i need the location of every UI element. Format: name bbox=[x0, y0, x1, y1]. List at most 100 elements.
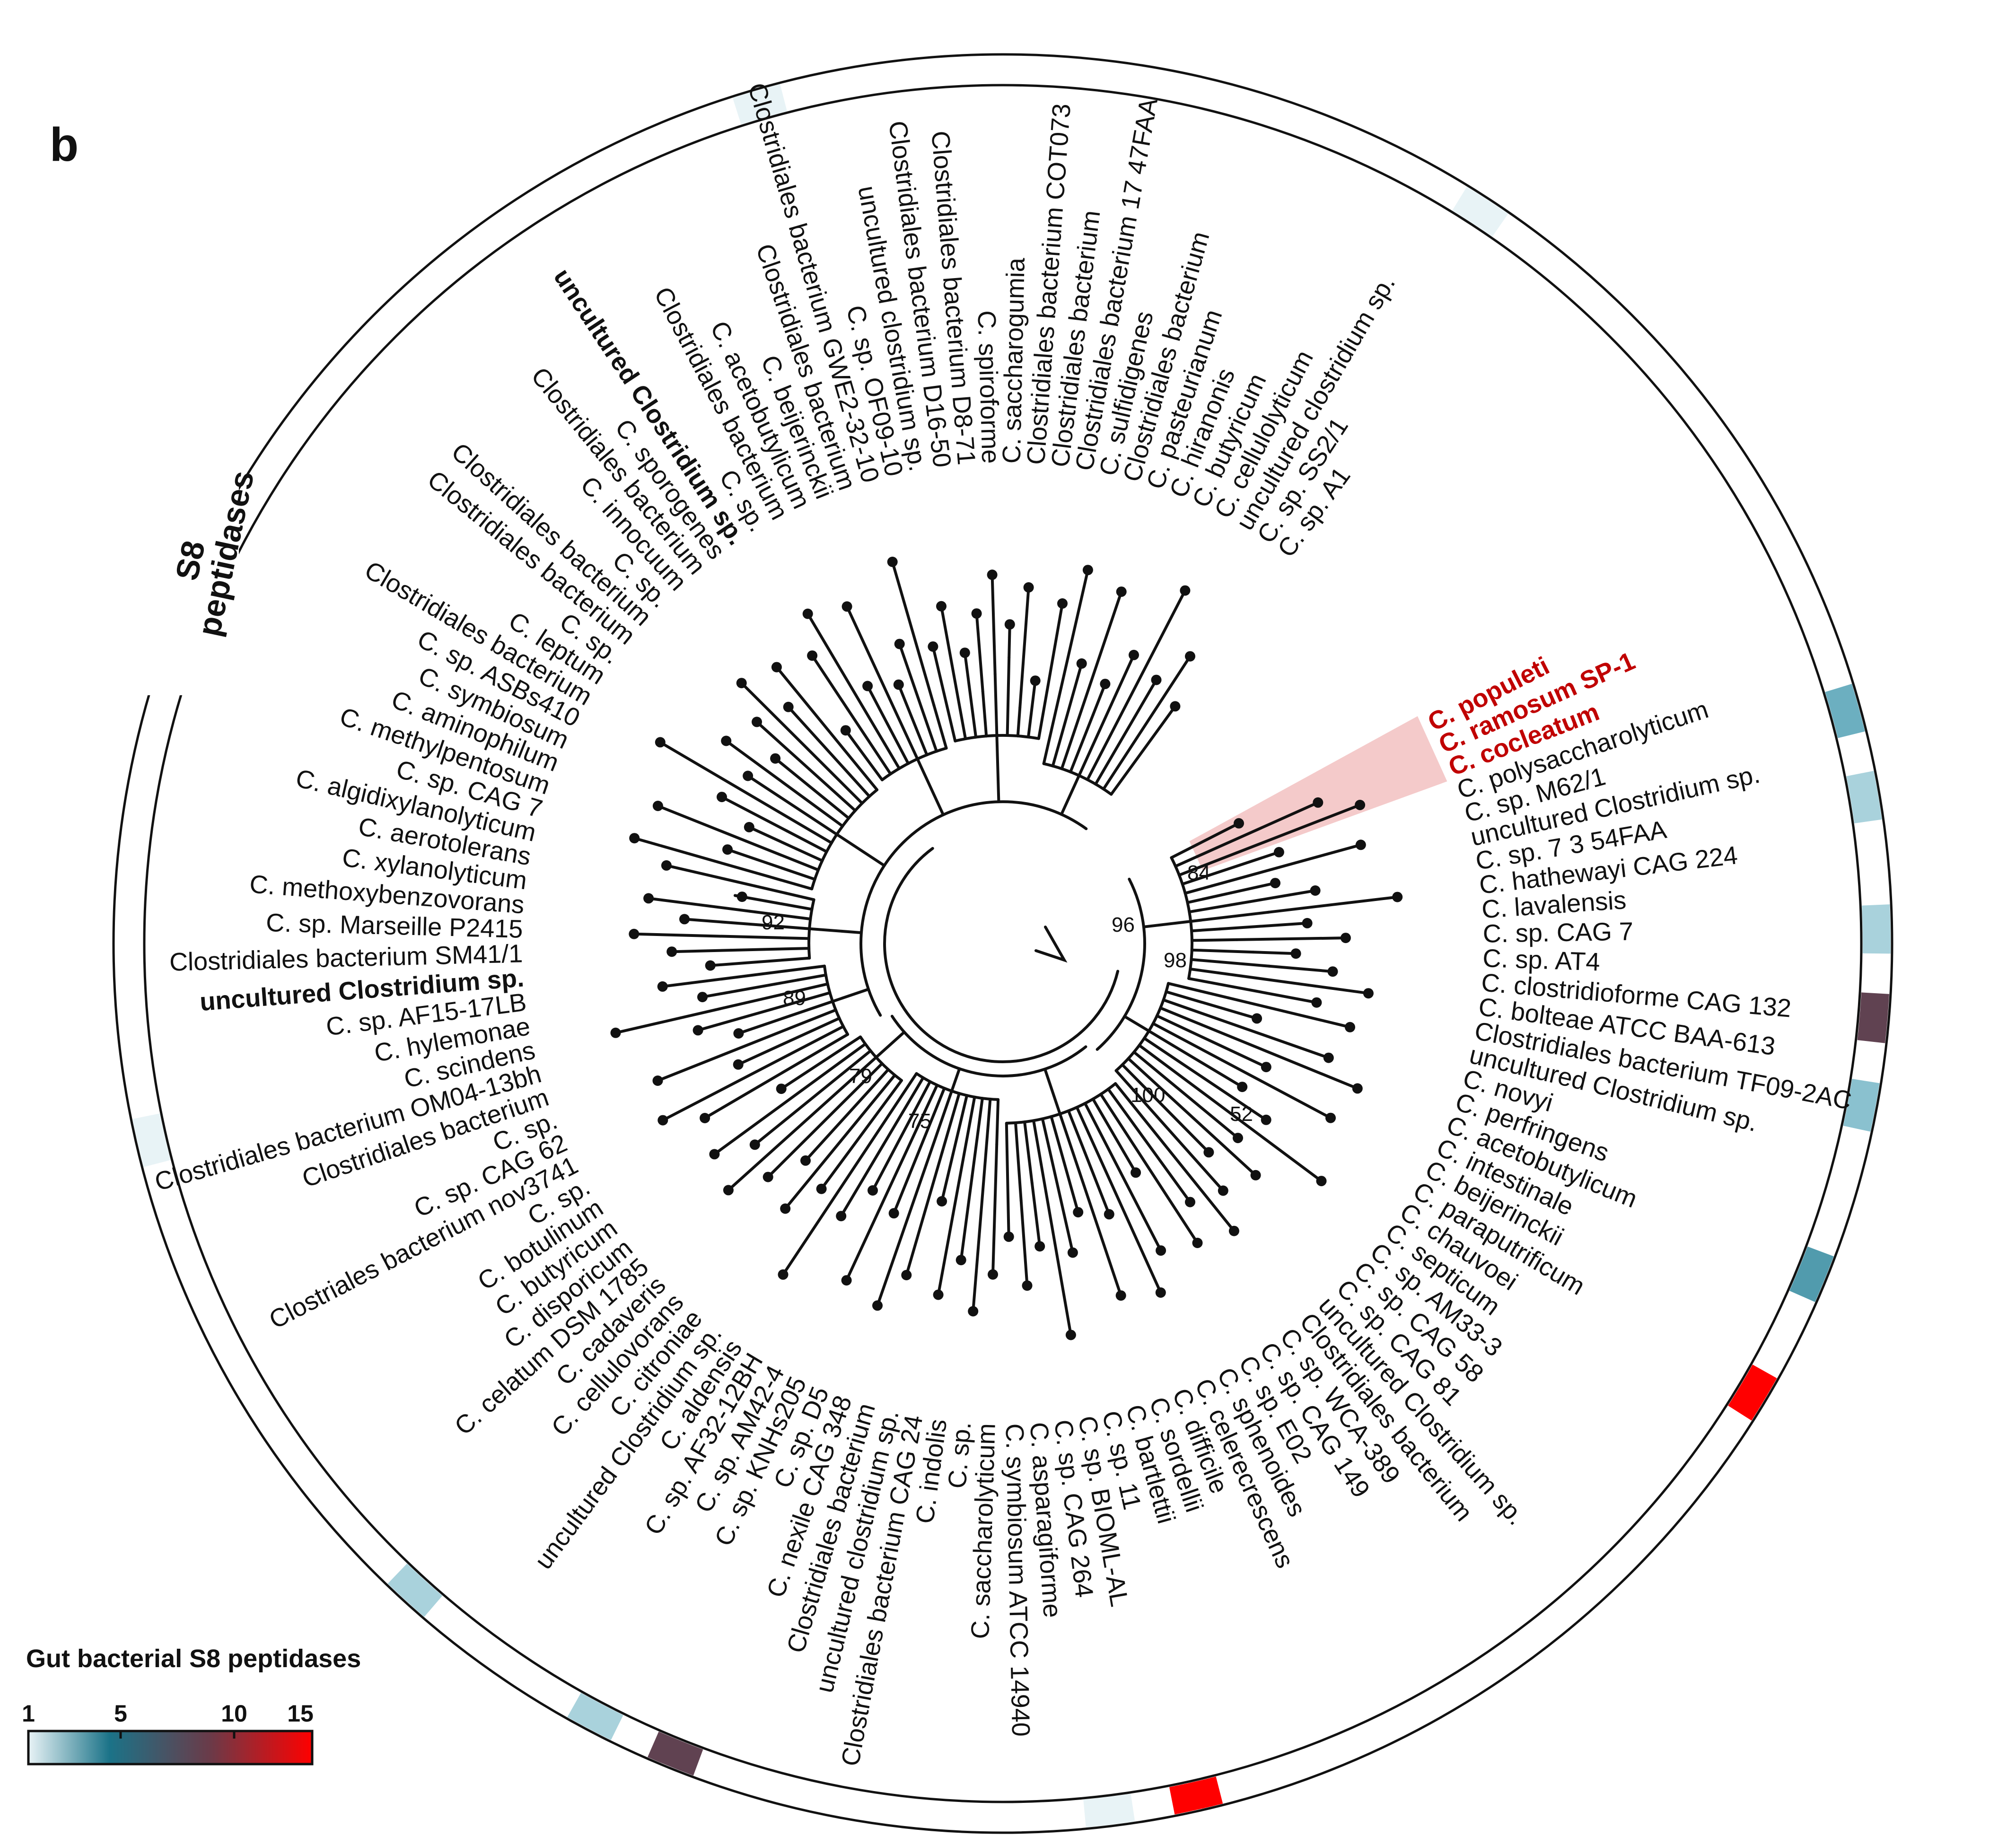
tip-dot bbox=[1129, 649, 1139, 660]
tree-branch bbox=[1050, 1115, 1074, 1193]
tree-branch bbox=[1248, 889, 1317, 903]
tree-branch bbox=[1059, 662, 1083, 740]
tree-branch bbox=[789, 1000, 834, 1017]
tree-branch bbox=[926, 723, 938, 753]
tree-branch bbox=[1099, 1093, 1127, 1134]
tip-dot bbox=[936, 601, 947, 612]
tip-dot bbox=[722, 844, 733, 855]
leaf-label-c-sp-at4: C. sp. AT4 bbox=[1482, 944, 1601, 976]
ring-cell-c-sp-11 bbox=[1169, 1776, 1223, 1815]
tree-branch bbox=[984, 1097, 992, 1162]
tip-dot bbox=[1218, 1185, 1228, 1196]
tip-dot bbox=[657, 1115, 668, 1126]
tree-branch bbox=[769, 991, 832, 1011]
tree-branch bbox=[821, 1049, 872, 1091]
tip-dot bbox=[1004, 619, 1015, 630]
tree-branch bbox=[968, 1095, 976, 1127]
tip-dot bbox=[1234, 818, 1244, 829]
tree-branch bbox=[1110, 653, 1135, 706]
tip-dot bbox=[800, 1155, 811, 1166]
tree-branch bbox=[940, 604, 953, 664]
tip-dot bbox=[1392, 892, 1403, 902]
tree-branch bbox=[1170, 856, 1193, 980]
tree-branch bbox=[883, 847, 1120, 1063]
tree-branch bbox=[1102, 736, 1139, 791]
tree-branch bbox=[1132, 1050, 1196, 1103]
tip-dot bbox=[1203, 1147, 1214, 1158]
tree-branch bbox=[1086, 753, 1102, 781]
legend-tick-5: 5 bbox=[114, 1700, 127, 1727]
tip-dot bbox=[1261, 1114, 1271, 1125]
leaf-label-c-saccharolyticum: C. saccharolyticum bbox=[966, 1423, 1001, 1639]
tree-branch bbox=[1190, 927, 1221, 933]
bootstrap-84: 84 bbox=[1187, 861, 1210, 884]
legend-tick-15: 15 bbox=[287, 1700, 314, 1727]
tree-branch bbox=[876, 1163, 928, 1307]
tree-branch bbox=[939, 680, 957, 743]
tip-dot bbox=[894, 638, 905, 649]
legend-title: Gut bacterial S8 peptidases bbox=[26, 1644, 361, 1673]
tip-dot bbox=[1180, 585, 1191, 596]
tree-branch bbox=[1187, 977, 1235, 988]
tree-branch bbox=[1006, 1150, 1010, 1238]
tip-dot bbox=[652, 1075, 663, 1086]
ring-outer-border bbox=[112, 53, 1893, 1834]
legend-tick-1: 1 bbox=[22, 1700, 35, 1727]
tree-branch bbox=[661, 970, 781, 988]
tip-dot bbox=[1363, 988, 1374, 999]
tree-branch bbox=[1177, 851, 1238, 877]
tree-branch bbox=[683, 918, 766, 927]
tree-branch bbox=[955, 1094, 969, 1141]
tree-branch bbox=[701, 979, 799, 999]
tree-branch bbox=[1189, 1008, 1330, 1059]
tree-branch bbox=[787, 705, 852, 777]
tree-branch bbox=[993, 673, 999, 737]
tree-branch bbox=[1110, 730, 1159, 796]
tree-branch bbox=[736, 1049, 770, 1066]
tree-branch bbox=[1117, 678, 1158, 747]
tip-dot bbox=[778, 1269, 789, 1280]
tip-dot bbox=[1352, 1083, 1363, 1094]
tree-branch bbox=[1014, 1121, 1023, 1202]
tree-branch bbox=[1156, 1115, 1225, 1192]
tree-branch bbox=[656, 1019, 811, 1082]
tip-dot bbox=[736, 892, 747, 902]
tree-branch bbox=[696, 1008, 772, 1032]
bootstrap-96: 96 bbox=[1112, 913, 1135, 936]
tree-branch bbox=[882, 1076, 925, 1146]
tip-dot bbox=[776, 1084, 787, 1094]
tree-branch bbox=[831, 988, 870, 1003]
tree-branch bbox=[808, 1008, 837, 1022]
tree-branch bbox=[1187, 1080, 1323, 1183]
ring-cell-c-paraputrificum bbox=[1728, 1364, 1777, 1421]
tip-dot bbox=[1003, 1231, 1014, 1242]
tree-branch bbox=[1019, 1199, 1029, 1287]
tree-branch bbox=[1227, 996, 1351, 1029]
tip-dot bbox=[971, 608, 982, 619]
tree-branch bbox=[990, 573, 997, 676]
tree-branch bbox=[890, 1014, 1087, 1078]
tip-dot bbox=[721, 735, 732, 746]
tree-branch bbox=[859, 800, 1088, 1017]
tree-branch bbox=[770, 790, 839, 836]
tip-dot bbox=[661, 860, 672, 871]
tree-branch bbox=[740, 682, 808, 750]
tip-dot bbox=[752, 717, 762, 727]
tree-branch bbox=[1023, 1120, 1034, 1185]
legend: Gut bacterial S8 peptidases 1 5 10 15 bbox=[22, 1644, 361, 1766]
tip-dot bbox=[655, 737, 666, 748]
ring-label-s8: S8 bbox=[169, 538, 212, 584]
highlight-wedge bbox=[1189, 716, 1447, 871]
tip-dot bbox=[692, 1025, 703, 1036]
tree-branch bbox=[1091, 682, 1107, 717]
tree-branch bbox=[1030, 1181, 1042, 1248]
tip-dot bbox=[1156, 1245, 1166, 1256]
tree-branch bbox=[661, 1053, 790, 1122]
tree-branch bbox=[1127, 1057, 1151, 1079]
tip-dot bbox=[1022, 1280, 1033, 1291]
tree-branch bbox=[1188, 900, 1252, 914]
tip-dot bbox=[901, 1270, 912, 1280]
tree-branch bbox=[1083, 1102, 1122, 1174]
tip-dot bbox=[1192, 1238, 1203, 1248]
legend-tick-10: 10 bbox=[221, 1700, 247, 1727]
